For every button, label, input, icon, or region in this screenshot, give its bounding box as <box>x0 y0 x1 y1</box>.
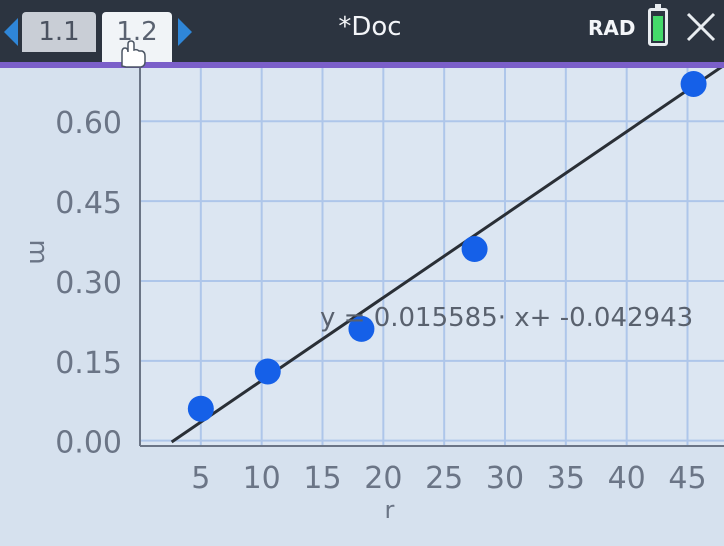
arrow-right-icon[interactable] <box>178 18 192 46</box>
close-icon[interactable] <box>684 10 718 44</box>
accent-divider <box>0 62 724 68</box>
y-tick-label: 0.45 <box>55 186 122 221</box>
x-tick-label: 10 <box>243 461 281 496</box>
battery-level-fill <box>653 15 663 41</box>
x-tick-label: 25 <box>425 461 463 496</box>
tab-1-1[interactable]: 1.1 <box>22 12 96 52</box>
x-axis-label: r <box>384 496 394 524</box>
arrow-left-icon[interactable] <box>4 18 18 46</box>
regression-equation-label: y = 0.015585· x+ -0.042943 <box>320 303 693 333</box>
data-point[interactable] <box>680 70 707 97</box>
top-toolbar: 1.1 1.2 *Doc RAD <box>0 0 724 62</box>
x-tick-label: 30 <box>486 461 524 496</box>
data-point[interactable] <box>254 358 281 385</box>
document-title: *Doc <box>338 12 402 42</box>
data-point[interactable] <box>348 315 375 342</box>
y-tick-label: 0.15 <box>55 346 122 381</box>
x-tick-label: 35 <box>547 461 585 496</box>
x-tick-label: 15 <box>303 461 341 496</box>
y-tick-label: 0.30 <box>55 266 122 301</box>
data-point[interactable] <box>461 236 488 263</box>
battery-icon <box>648 4 668 46</box>
y-axis-label: m <box>23 239 53 264</box>
hand-pointer-icon <box>121 40 146 68</box>
x-tick-label: 45 <box>668 461 706 496</box>
y-tick-label: 0.00 <box>55 426 122 461</box>
x-tick-label: 5 <box>191 461 210 496</box>
x-tick-label: 20 <box>364 461 402 496</box>
angle-mode-indicator: RAD <box>588 16 636 40</box>
x-tick-label: 40 <box>608 461 646 496</box>
y-tick-label: 0.60 <box>55 106 122 141</box>
data-point[interactable] <box>187 395 214 422</box>
scatter-plot[interactable]: 5 10 15 20 25 30 35 40 45 0.00 0.15 0.30 0.45 0.60 y … <box>0 68 724 546</box>
